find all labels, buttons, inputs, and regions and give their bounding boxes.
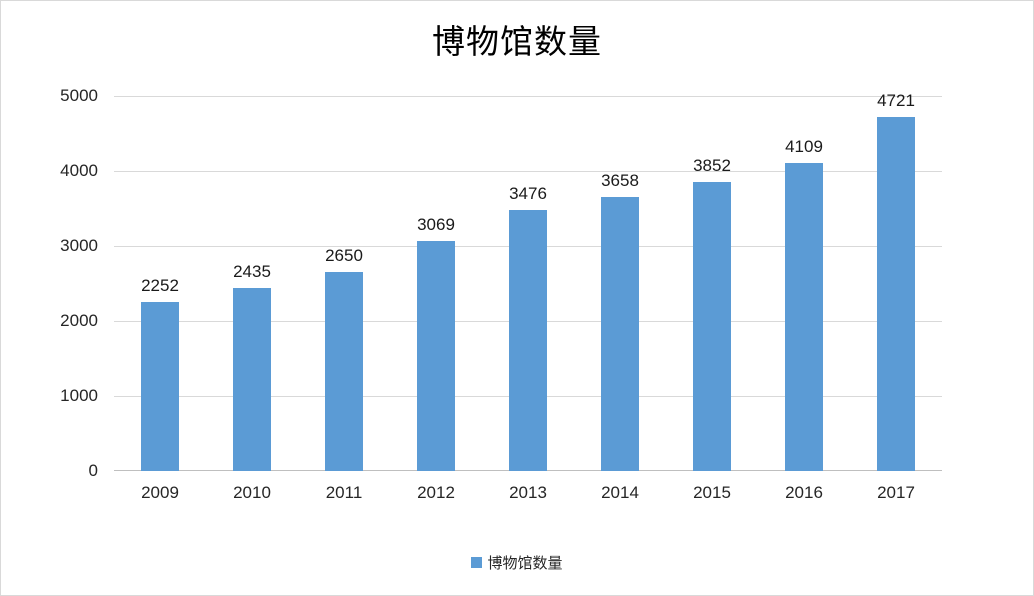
data-label-2017: 4721: [877, 90, 915, 110]
data-label-2010: 2435: [233, 262, 271, 282]
bar-2016: [785, 162, 823, 471]
data-label-2014: 3658: [601, 170, 639, 190]
data-label-2015: 3852: [693, 156, 731, 176]
data-label-2016: 4109: [785, 136, 823, 156]
bar-2013: [509, 210, 547, 471]
gridline: [114, 170, 942, 172]
gridline: [114, 95, 942, 97]
chart-title: 博物馆数量: [432, 25, 602, 61]
x-tick-label-2017: 2017: [877, 483, 915, 502]
x-tick-label-2011: 2011: [325, 483, 363, 502]
y-tick-label: 1000: [60, 386, 98, 405]
bar-2009: [141, 302, 179, 471]
bar-2014: [601, 196, 639, 471]
y-tick-label: 3000: [60, 236, 98, 255]
x-tick-label-2010: 2010: [233, 483, 271, 502]
x-tick-label-2015: 2015: [693, 483, 731, 502]
plot-area: 2252 2435 2650 3069 3476 3658 3852 4109 4721: [114, 91, 942, 471]
y-tick-label: 0: [88, 461, 98, 480]
x-tick-label-2014: 2014: [601, 483, 639, 502]
legend-label: 博物馆数量: [487, 555, 563, 572]
x-tick-label-2009: 2009: [141, 483, 179, 502]
bar-2010: [233, 288, 271, 471]
x-tick-label-2012: 2012: [417, 483, 455, 502]
bar-2015: [693, 182, 731, 471]
x-tick-label-2016: 2016: [785, 483, 823, 502]
x-tick-label-2013: 2013: [509, 483, 547, 502]
data-label-2013: 3476: [509, 184, 547, 204]
data-label-2012: 3069: [417, 214, 455, 234]
bar-2012: [417, 240, 455, 471]
bar-2011: [325, 272, 363, 471]
y-tick-label: 4000: [60, 161, 98, 180]
data-label-2009: 2252: [141, 276, 179, 296]
bar-2017: [877, 116, 915, 471]
data-label-2011: 2650: [325, 246, 363, 266]
legend-swatch-icon: [471, 557, 483, 568]
y-tick-label: 2000: [60, 311, 98, 330]
legend: 博物馆数量: [1, 552, 1033, 573]
y-tick-label: 5000: [60, 86, 98, 105]
